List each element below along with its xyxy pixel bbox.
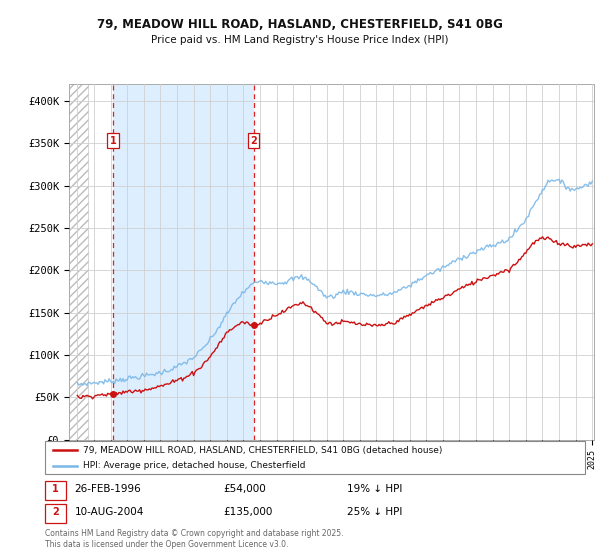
Text: 19% ↓ HPI: 19% ↓ HPI (347, 484, 403, 494)
Text: 2: 2 (250, 136, 257, 146)
Bar (45, 480, 65, 500)
Text: £135,000: £135,000 (223, 507, 272, 517)
Text: HPI: Average price, detached house, Chesterfield: HPI: Average price, detached house, Ches… (83, 461, 305, 470)
Text: 1: 1 (110, 136, 116, 146)
Text: 25% ↓ HPI: 25% ↓ HPI (347, 507, 403, 517)
Text: 1: 1 (52, 484, 59, 494)
Text: 2: 2 (52, 507, 59, 517)
Text: Contains HM Land Registry data © Crown copyright and database right 2025.
This d: Contains HM Land Registry data © Crown c… (45, 529, 343, 549)
Text: 79, MEADOW HILL ROAD, HASLAND, CHESTERFIELD, S41 0BG (detached house): 79, MEADOW HILL ROAD, HASLAND, CHESTERFI… (83, 446, 442, 455)
Text: 26-FEB-1996: 26-FEB-1996 (75, 484, 142, 494)
Bar (113, 84, 254, 440)
Text: 10-AUG-2004: 10-AUG-2004 (75, 507, 144, 517)
Text: £54,000: £54,000 (223, 484, 266, 494)
Bar (45, 503, 65, 522)
Text: 79, MEADOW HILL ROAD, HASLAND, CHESTERFIELD, S41 0BG: 79, MEADOW HILL ROAD, HASLAND, CHESTERFI… (97, 18, 503, 31)
Text: Price paid vs. HM Land Registry's House Price Index (HPI): Price paid vs. HM Land Registry's House … (151, 35, 449, 45)
